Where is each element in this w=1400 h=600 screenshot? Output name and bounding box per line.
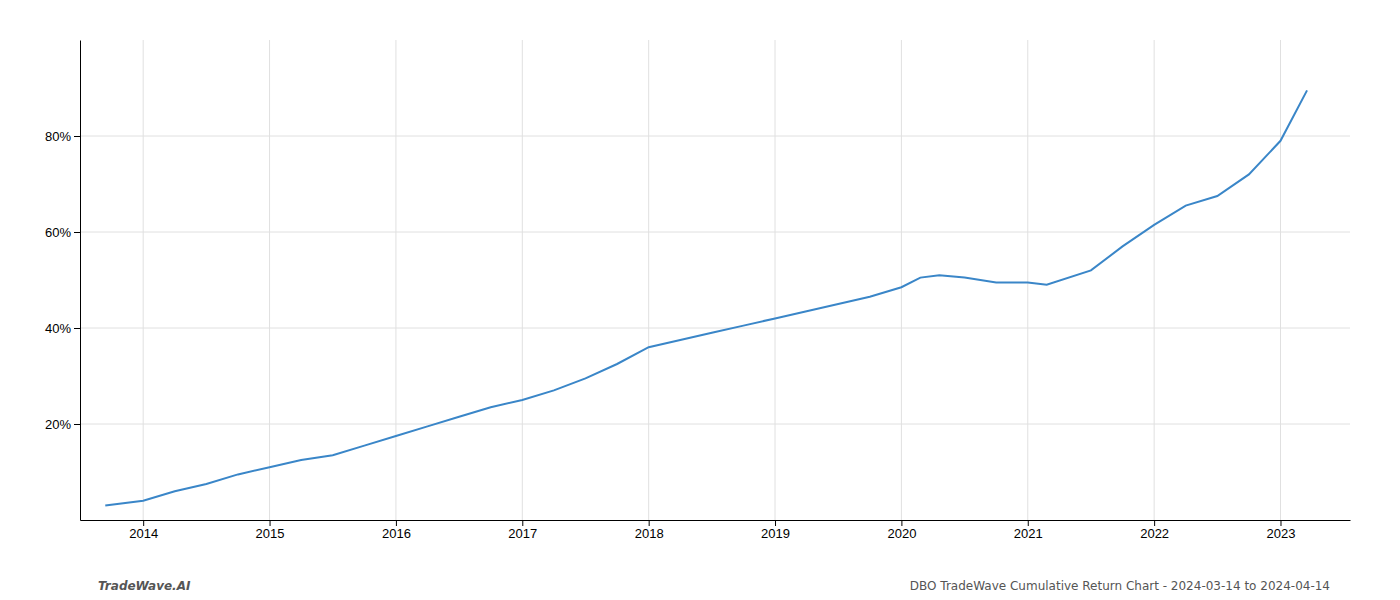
axis-line xyxy=(80,41,81,521)
grid-line xyxy=(775,40,776,520)
tick-label: 2015 xyxy=(256,526,285,541)
x-tick: 2015 xyxy=(256,520,285,541)
grid-line xyxy=(395,40,396,520)
x-tick: 2020 xyxy=(887,520,916,541)
x-tick: 2022 xyxy=(1140,520,1169,541)
grid-line xyxy=(522,40,523,520)
grid-line xyxy=(1154,40,1155,520)
y-tick: 60% xyxy=(45,225,80,240)
y-axis: 20% 40% 60% 80% xyxy=(45,41,81,521)
series-group xyxy=(105,90,1307,505)
tick-mark xyxy=(522,520,523,526)
grid-line xyxy=(80,136,1350,137)
tick-label: 2019 xyxy=(761,526,790,541)
x-tick: 2018 xyxy=(635,520,664,541)
tick-label: 60% xyxy=(45,225,71,240)
tick-label: 2022 xyxy=(1140,526,1169,541)
y-tick: 40% xyxy=(45,321,80,336)
x-tick: 2016 xyxy=(382,520,411,541)
grid-line xyxy=(269,40,270,520)
tick-mark xyxy=(649,520,650,526)
tick-mark xyxy=(775,520,776,526)
grid-line xyxy=(80,232,1350,233)
tick-mark xyxy=(1154,520,1155,526)
grid-line xyxy=(80,424,1350,425)
tick-mark xyxy=(901,520,902,526)
tick-label: 2014 xyxy=(129,526,158,541)
tick-label: 80% xyxy=(45,129,71,144)
x-axis: 2014 2015 2016 2017 2018 2019 2020 2021 2022 2023 xyxy=(81,520,1351,541)
tick-label: 20% xyxy=(45,417,71,432)
plot-area: 2014 2015 2016 2017 2018 2019 2020 2021 2022 2023… xyxy=(45,40,1351,541)
grid-line xyxy=(80,328,1350,329)
tick-mark xyxy=(74,136,80,137)
footer-right: DBO TradeWave Cumulative Return Chart - … xyxy=(910,579,1330,593)
tick-mark xyxy=(1280,520,1281,526)
tick-mark xyxy=(1028,520,1029,526)
y-tick: 20% xyxy=(45,417,80,432)
tick-mark xyxy=(74,328,80,329)
grid-line xyxy=(648,40,649,520)
tick-label: 2018 xyxy=(635,526,664,541)
grid-line xyxy=(901,40,902,520)
tick-label: 2017 xyxy=(508,526,537,541)
tick-label: 40% xyxy=(45,321,71,336)
grid-line xyxy=(143,40,144,520)
x-tick: 2023 xyxy=(1267,520,1296,541)
tick-label: 2021 xyxy=(1014,526,1043,541)
x-tick: 2019 xyxy=(761,520,790,541)
y-tick: 80% xyxy=(45,129,80,144)
grid-line xyxy=(1280,40,1281,520)
tick-label: 2020 xyxy=(887,526,916,541)
tick-mark xyxy=(74,424,80,425)
x-tick: 2021 xyxy=(1014,520,1043,541)
tick-mark xyxy=(270,520,271,526)
footer-left: TradeWave.AI xyxy=(98,579,191,593)
tick-mark xyxy=(143,520,144,526)
tick-label: 2023 xyxy=(1267,526,1296,541)
x-tick: 2014 xyxy=(129,520,158,541)
chart: 2014 2015 2016 2017 2018 2019 2020 2021 2022 2023… xyxy=(0,0,1400,600)
tick-label: 2016 xyxy=(382,526,411,541)
grid xyxy=(80,40,1350,520)
tick-mark xyxy=(74,232,80,233)
data-line xyxy=(105,90,1307,505)
tick-mark xyxy=(396,520,397,526)
x-tick: 2017 xyxy=(508,520,537,541)
axis-line xyxy=(81,520,1351,521)
grid-line xyxy=(1027,40,1028,520)
